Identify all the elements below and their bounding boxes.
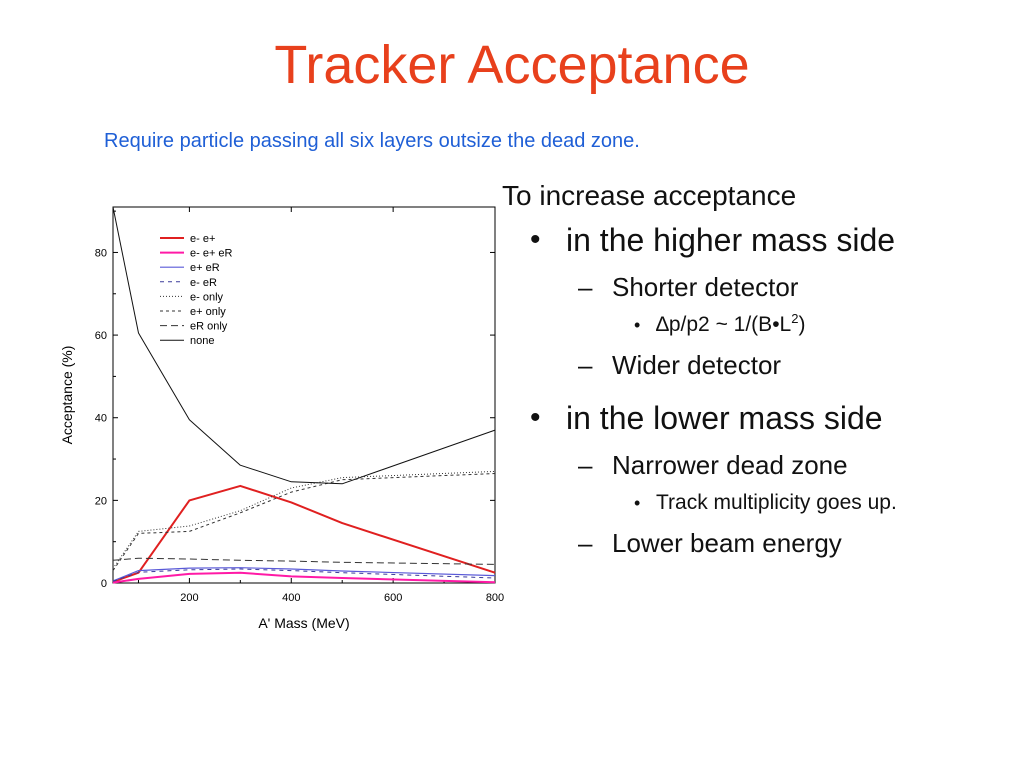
sub-lower-beam-energy-label: Lower beam energy (612, 528, 842, 558)
series-line-1 (112, 571, 496, 584)
bullet-marker: • (634, 315, 641, 335)
legend-label: e- only (190, 291, 224, 303)
sub-lower-beam-energy: – Lower beam energy (500, 526, 1020, 560)
formula-exponent: 2 (791, 311, 799, 326)
formula: ∆p/p2 ~ 1/(B•L2) (656, 311, 806, 336)
formula-delta: ∆ (656, 313, 669, 336)
series-line-4 (112, 470, 496, 569)
x-axis-label: A' Mass (MeV) (258, 615, 349, 631)
series-line-6 (112, 557, 496, 565)
bullet-marker: • (530, 223, 541, 256)
bullet-marker: • (634, 493, 641, 513)
notes-lead: To increase acceptance (502, 180, 797, 211)
formula-item: • ∆p/p2 ~ 1/(B•L2) (500, 310, 1020, 340)
series-line-3 (112, 568, 496, 582)
chart-legend: e- e+ e- e+ eR e+ eR e- eR e- only e+ only eR … (160, 233, 233, 347)
dash-marker: – (578, 350, 593, 380)
bullet-lower-mass: • in the lower mass side (500, 398, 1020, 438)
bullet-higher-mass-label: in the higher mass side (566, 222, 896, 258)
plot-frame (112, 206, 496, 584)
notes-panel: To increase acceptance • in the higher m… (500, 178, 1020, 566)
sub-narrower-dead-zone-label: Narrower dead zone (612, 450, 848, 480)
formula-dot: • (772, 313, 780, 336)
bullet-marker: • (530, 401, 541, 434)
legend-label: none (190, 335, 214, 347)
sub-wider-detector: – Wider detector (500, 348, 1020, 382)
y-axis-label: Acceptance (%) (59, 346, 75, 445)
series-line-7 (112, 206, 496, 485)
legend-label: e+ only (190, 306, 226, 318)
sub-narrower-dead-zone: – Narrower dead zone (500, 448, 1020, 482)
y-tick-label: 40 (95, 413, 107, 425)
series-line-5 (112, 473, 496, 571)
bullet-higher-mass: • in the higher mass side (500, 220, 1020, 260)
slide-subtitle: Require particle passing all six layers … (104, 130, 640, 152)
axis-ticks: 200 400 600 800 0 20 40 60 80 (95, 207, 504, 604)
series-line-2 (112, 567, 496, 582)
sub-shorter-detector-label: Shorter detector (612, 272, 799, 302)
y-tick-label: 80 (95, 247, 107, 259)
dash-marker: – (578, 528, 593, 558)
series-line-0 (112, 484, 496, 583)
multiplicity-label: Track multiplicity goes up. (656, 491, 897, 514)
dash-marker: – (578, 450, 593, 480)
x-tick-label: 400 (282, 592, 300, 604)
acceptance-chart: 200 400 600 800 0 20 40 60 80 e- e+ e- e+ eR e+ eR… (59, 206, 504, 631)
bullet-lower-mass-label: in the lower mass side (566, 400, 883, 436)
legend-label: e- e+ eR (190, 248, 233, 260)
legend-label: eR only (190, 321, 228, 333)
legend-label: e- e+ (190, 233, 215, 245)
x-tick-label: 200 (180, 592, 198, 604)
sub-wider-detector-label: Wider detector (612, 350, 782, 380)
legend-label: e+ eR (190, 262, 220, 274)
sub-shorter-detector: – Shorter detector (500, 270, 1020, 304)
y-tick-label: 60 (95, 330, 107, 342)
y-tick-label: 20 (95, 495, 107, 507)
x-tick-label: 600 (384, 592, 402, 604)
y-tick-label: 0 (101, 578, 107, 590)
dash-marker: – (578, 272, 593, 302)
slide-title: Tracker Acceptance (274, 35, 750, 95)
multiplicity-item: • Track multiplicity goes up. (500, 488, 1020, 518)
formula-part-c: ) (798, 313, 806, 336)
series-layer (112, 206, 496, 584)
formula-part-b: L (779, 313, 792, 336)
legend-label: e- eR (190, 277, 217, 289)
formula-part-a: p/p2 ~ 1/(B (668, 313, 773, 336)
x-tick-label: 800 (486, 592, 504, 604)
